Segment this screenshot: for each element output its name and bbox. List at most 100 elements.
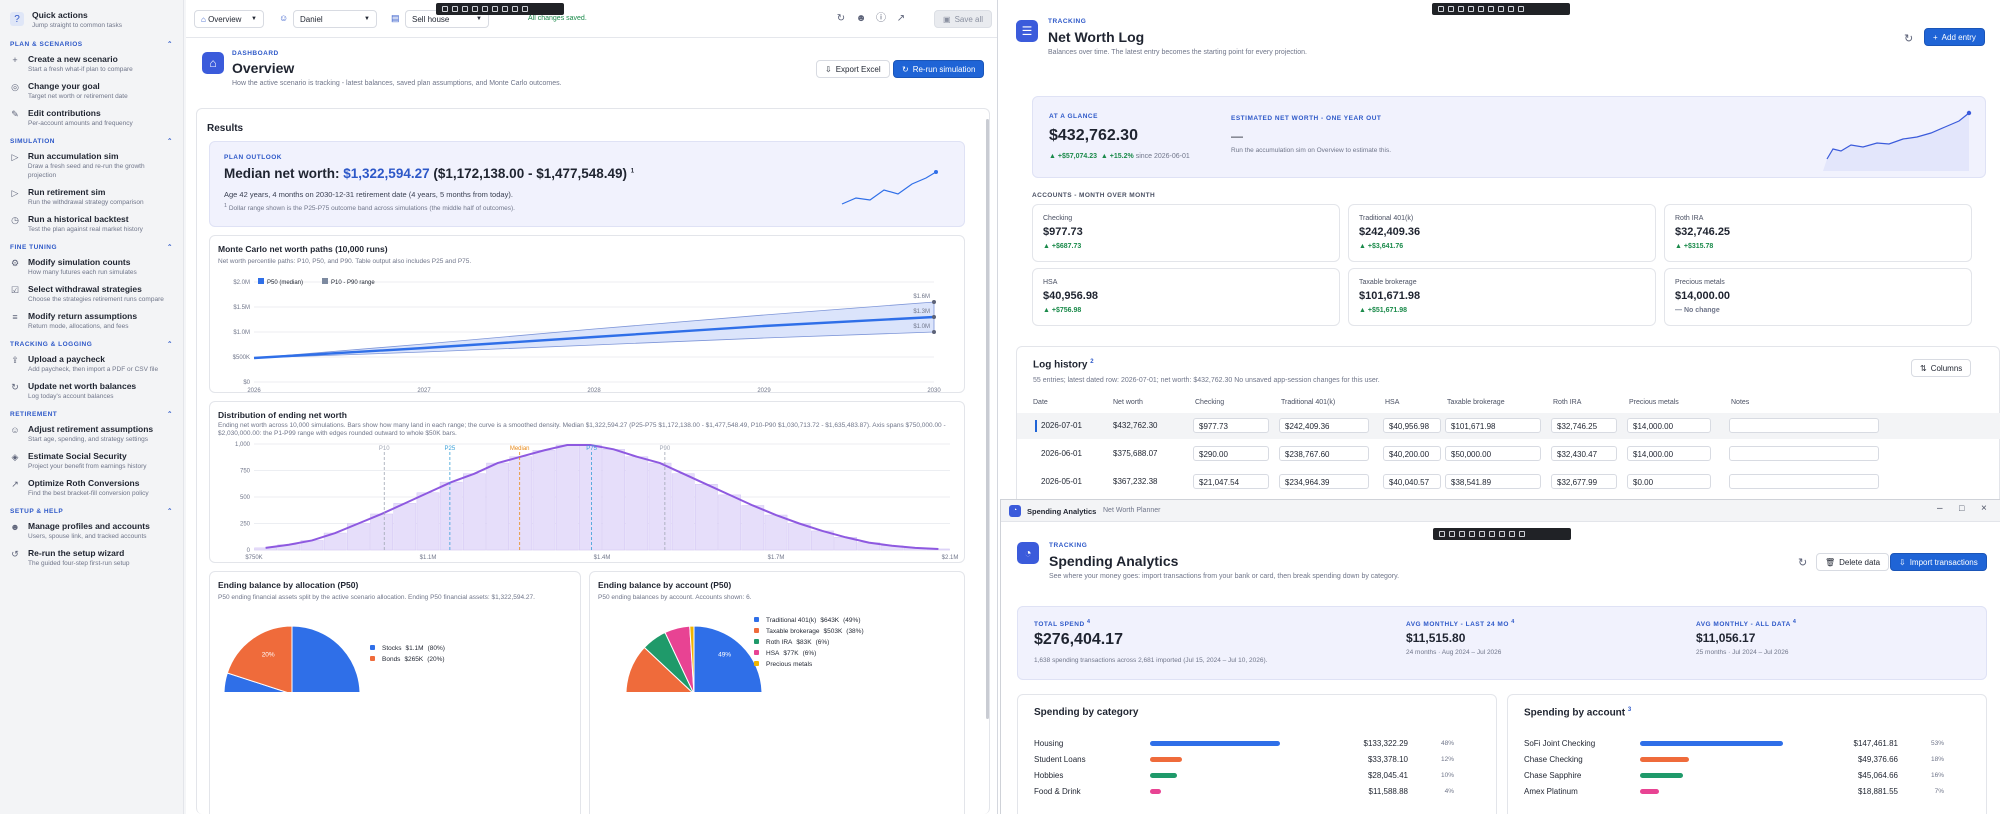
tool-icon[interactable] [512,6,518,12]
cell-input[interactable]: $32,430.47 [1551,446,1617,461]
capture-toolbar[interactable] [1433,528,1571,540]
cell-input[interactable]: $101,671.98 [1445,418,1541,433]
sidebar-item[interactable]: ↻ Update net worth balances Log today's ac… [6,378,177,404]
cell-input[interactable]: $290.00 [1193,446,1269,461]
tool-icon[interactable] [522,6,528,12]
sidebar-item[interactable]: ☑ Select withdrawal strategies Choose the … [6,281,177,307]
columns-button[interactable]: ⇅ Columns [1911,359,1972,377]
cell-input[interactable]: $21,047.54 [1193,474,1269,489]
add-entry-button[interactable]: + Add entry [1924,28,1985,46]
cell-value: $977.73 [1199,422,1228,431]
tool-icon[interactable] [1469,531,1475,537]
sidebar-item[interactable]: + Create a new scenario Start a fresh what… [6,51,177,77]
maximize-icon[interactable]: □ [1959,503,1965,513]
tool-icon[interactable] [1449,531,1455,537]
cell-input[interactable]: $977.73 [1193,418,1269,433]
spend-row-value: $133,322.29 [1363,739,1409,748]
play-icon: ▷ [11,152,19,162]
tool-icon[interactable] [1439,531,1445,537]
sidebar-section-header[interactable]: TRACKING & LOGGING ⌃ [10,340,173,349]
cell-input[interactable]: $50,000.00 [1445,446,1541,461]
cell-input[interactable]: $40,040.57 [1383,474,1441,489]
cell-input[interactable]: $238,767.60 [1279,446,1369,461]
sidebar-item[interactable]: ◈ Estimate Social Security Project your be… [6,448,177,474]
sidebar-item[interactable]: ▷ Run retirement sim Run the withdrawal st… [6,184,177,210]
sidebar-item[interactable]: ✎ Edit contributions Per-account amounts a… [6,105,177,131]
tool-icon[interactable] [1438,6,1444,12]
cell-input[interactable]: $32,746.25 [1551,418,1617,433]
tool-icon[interactable] [442,6,448,12]
tool-icon[interactable] [1489,531,1495,537]
refresh-icon[interactable]: ↻ [836,13,846,24]
total-kicker-text: TOTAL SPEND [1034,621,1085,629]
refresh-icon[interactable]: ↻ [1904,33,1914,45]
tool-icon[interactable] [1479,531,1485,537]
cell-input[interactable]: $32,677.99 [1551,474,1617,489]
info-icon[interactable]: ⓘ [876,13,886,24]
up-arrow-icon: ▲ [1043,307,1052,314]
tool-icon[interactable] [492,6,498,12]
sidebar-item[interactable]: ☻ Manage profiles and accounts Users, spou… [6,518,177,544]
cell-input[interactable]: $38,541.89 [1445,474,1541,489]
sidebar-item[interactable]: ◎ Change your goal Target net worth or ret… [6,78,177,104]
tool-icon[interactable] [1518,6,1524,12]
tool-icon[interactable] [1488,6,1494,12]
tool-icon[interactable] [1478,6,1484,12]
save-all-button[interactable]: ▣ Save all [934,10,993,28]
chevron-down-icon: ▼ [476,16,482,22]
tool-icon[interactable] [462,6,468,12]
tool-icon[interactable] [1498,6,1504,12]
sidebar-item[interactable]: ↺ Re-run the setup wizard The guided four-… [6,545,177,571]
external-link-icon[interactable]: ↗ [896,13,906,24]
view-select[interactable]: ⌂ Overview ▼ [194,10,264,28]
tool-icon[interactable] [1458,6,1464,12]
sidebar-section-header[interactable]: SIMULATION ⌃ [10,137,173,146]
cell-input[interactable]: $0.00 [1627,474,1711,489]
cell-input[interactable] [1729,418,1879,433]
sidebar-section-header[interactable]: SETUP & HELP ⌃ [10,507,173,516]
list-icon: ☰ [1016,20,1038,42]
tool-icon[interactable] [452,6,458,12]
minimize-icon[interactable]: – [1937,503,1943,514]
close-icon[interactable]: × [1981,503,1987,514]
cell-input[interactable]: $40,200.00 [1383,446,1441,461]
cell-input[interactable] [1729,446,1879,461]
tool-icon[interactable] [1508,6,1514,12]
tool-icon[interactable] [502,6,508,12]
cell-input[interactable]: $242,409.36 [1279,418,1369,433]
tool-icon[interactable] [472,6,478,12]
sidebar-section-header[interactable]: FINE TUNING ⌃ [10,243,173,252]
tool-icon[interactable] [1499,531,1505,537]
sidebar-item[interactable]: ▷ Run accumulation sim Draw a fresh seed a… [6,148,177,183]
profile-select[interactable]: Daniel ▼ [293,10,377,28]
tool-icon[interactable] [1459,531,1465,537]
cell-input[interactable] [1729,474,1879,489]
cell-input[interactable]: $234,964.39 [1279,474,1369,489]
sidebar-item[interactable]: ⇪ Upload a paycheck Add paycheck, then imp… [6,351,177,377]
cell-input[interactable]: $14,000.00 [1627,446,1711,461]
tool-icon[interactable] [1519,531,1525,537]
tool-icon[interactable] [482,6,488,12]
users-icon[interactable]: ☻ [855,13,867,24]
tool-icon[interactable] [1448,6,1454,12]
cell-input[interactable]: $14,000.00 [1627,418,1711,433]
tool-icon[interactable] [1468,6,1474,12]
scrollbar[interactable] [986,119,989,719]
sidebar-item[interactable]: ◷ Run a historical backtest Test the plan … [6,211,177,237]
import-transactions-button[interactable]: ⇩ Import transactions [1890,553,1987,571]
sidebar-section-header[interactable]: PLAN & SCENARIOS ⌃ [10,40,173,49]
refresh-icon[interactable]: ↻ [1798,557,1808,569]
export-excel-button[interactable]: ⇩ Export Excel [816,60,890,78]
tool-icon[interactable] [1509,531,1515,537]
capture-toolbar[interactable] [1432,3,1570,15]
cell-input[interactable]: $40,956.98 [1383,418,1441,433]
sidebar-section-header[interactable]: RETIREMENT ⌃ [10,410,173,419]
sidebar-item[interactable]: ⚙ Modify simulation counts How many future… [6,254,177,280]
capture-toolbar[interactable] [436,3,564,15]
sidebar-item[interactable]: ☺ Adjust retirement assumptions Start age,… [6,421,177,447]
delete-data-button[interactable]: 🗑 Delete data [1816,553,1890,571]
sidebar-item[interactable]: ≡ Modify return assumptions Return mode, a… [6,308,177,334]
sidebar-item[interactable]: ↗ Optimize Roth Conversions Find the best … [6,475,177,501]
quick-actions[interactable]: ? Quick actions Jump straight to common … [6,6,177,34]
rerun-simulation-button[interactable]: ↻ Re-run simulation [893,60,985,78]
